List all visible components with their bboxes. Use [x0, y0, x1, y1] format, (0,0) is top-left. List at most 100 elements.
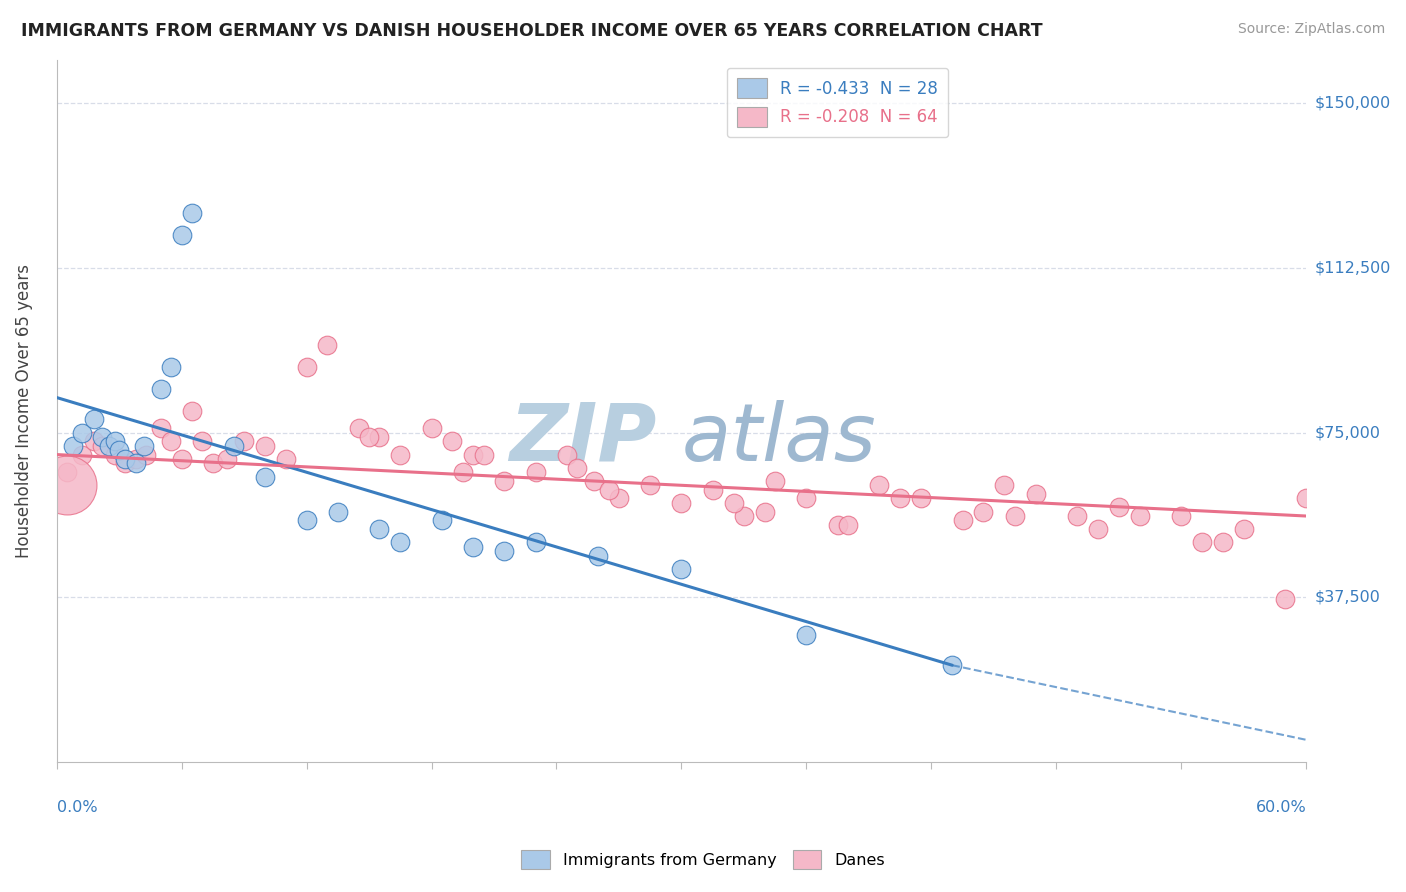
- Point: [70, 425, 93, 440]
- Point: [326, 505, 349, 519]
- Point: [62, 439, 84, 453]
- Point: [132, 439, 155, 453]
- Point: [1191, 535, 1213, 549]
- Point: [295, 513, 318, 527]
- Point: [796, 627, 818, 641]
- Point: [114, 456, 136, 470]
- Point: [316, 338, 339, 352]
- Point: [253, 469, 276, 483]
- Text: 0.0%: 0.0%: [56, 800, 97, 815]
- Point: [233, 434, 256, 449]
- Point: [181, 206, 204, 220]
- Point: [170, 228, 193, 243]
- Text: IMMIGRANTS FROM GERMANY VS DANISH HOUSEHOLDER INCOME OVER 65 YEARS CORRELATION C: IMMIGRANTS FROM GERMANY VS DANISH HOUSEH…: [21, 22, 1043, 40]
- Text: 60.0%: 60.0%: [1256, 800, 1306, 815]
- Point: [274, 452, 297, 467]
- Point: [1233, 522, 1256, 536]
- Point: [796, 491, 818, 506]
- Point: [201, 456, 224, 470]
- Point: [357, 430, 380, 444]
- Point: [160, 434, 183, 449]
- Point: [1087, 522, 1109, 536]
- Point: [1066, 508, 1088, 523]
- Point: [952, 513, 974, 527]
- Point: [1004, 508, 1026, 523]
- Point: [108, 443, 131, 458]
- Point: [451, 465, 474, 479]
- Text: $150,000: $150,000: [1315, 96, 1391, 111]
- Point: [763, 474, 786, 488]
- Point: [125, 456, 148, 470]
- Point: [494, 544, 516, 558]
- Point: [222, 439, 245, 453]
- Point: [56, 465, 79, 479]
- Text: $75,000: $75,000: [1315, 425, 1381, 440]
- Point: [135, 448, 157, 462]
- Point: [347, 421, 370, 435]
- Point: [723, 496, 745, 510]
- Point: [702, 483, 724, 497]
- Point: [430, 513, 453, 527]
- Point: [441, 434, 464, 449]
- Point: [733, 508, 755, 523]
- Point: [389, 448, 412, 462]
- Point: [295, 359, 318, 374]
- Point: [389, 535, 412, 549]
- Legend: Immigrants from Germany, Danes: Immigrants from Germany, Danes: [515, 844, 891, 875]
- Legend: R = -0.433  N = 28, R = -0.208  N = 64: R = -0.433 N = 28, R = -0.208 N = 64: [727, 68, 948, 137]
- Point: [368, 522, 391, 536]
- Point: [125, 452, 148, 467]
- Point: [1212, 535, 1234, 549]
- Point: [463, 448, 485, 462]
- Point: [114, 452, 136, 467]
- Point: [671, 496, 693, 510]
- Point: [217, 452, 239, 467]
- Point: [494, 474, 516, 488]
- Point: [607, 491, 630, 506]
- Y-axis label: Householder Income Over 65 years: Householder Income Over 65 years: [15, 264, 32, 558]
- Point: [463, 540, 485, 554]
- Point: [868, 478, 890, 492]
- Point: [70, 448, 93, 462]
- Text: Source: ZipAtlas.com: Source: ZipAtlas.com: [1237, 22, 1385, 37]
- Point: [97, 439, 120, 453]
- Point: [91, 439, 114, 453]
- Point: [524, 465, 547, 479]
- Point: [586, 549, 609, 563]
- Point: [91, 430, 114, 444]
- Point: [56, 478, 79, 492]
- Point: [941, 658, 963, 673]
- Text: $37,500: $37,500: [1315, 590, 1381, 605]
- Point: [910, 491, 932, 506]
- Point: [1129, 508, 1152, 523]
- Point: [993, 478, 1015, 492]
- Point: [170, 452, 193, 467]
- Point: [1170, 508, 1192, 523]
- Point: [754, 505, 776, 519]
- Point: [253, 439, 276, 453]
- Text: $112,500: $112,500: [1315, 260, 1391, 276]
- Point: [149, 421, 172, 435]
- Text: ZIP: ZIP: [509, 400, 657, 478]
- Point: [972, 505, 994, 519]
- Point: [837, 517, 859, 532]
- Point: [671, 562, 693, 576]
- Point: [524, 535, 547, 549]
- Point: [567, 460, 589, 475]
- Point: [472, 448, 495, 462]
- Point: [555, 448, 578, 462]
- Point: [104, 448, 127, 462]
- Point: [160, 359, 183, 374]
- Point: [1295, 491, 1317, 506]
- Point: [1274, 592, 1296, 607]
- Point: [827, 517, 849, 532]
- Point: [191, 434, 214, 449]
- Point: [83, 434, 105, 449]
- Text: atlas: atlas: [682, 400, 876, 478]
- Point: [638, 478, 661, 492]
- Point: [104, 434, 127, 449]
- Point: [149, 382, 172, 396]
- Point: [889, 491, 911, 506]
- Point: [1108, 500, 1130, 515]
- Point: [83, 412, 105, 426]
